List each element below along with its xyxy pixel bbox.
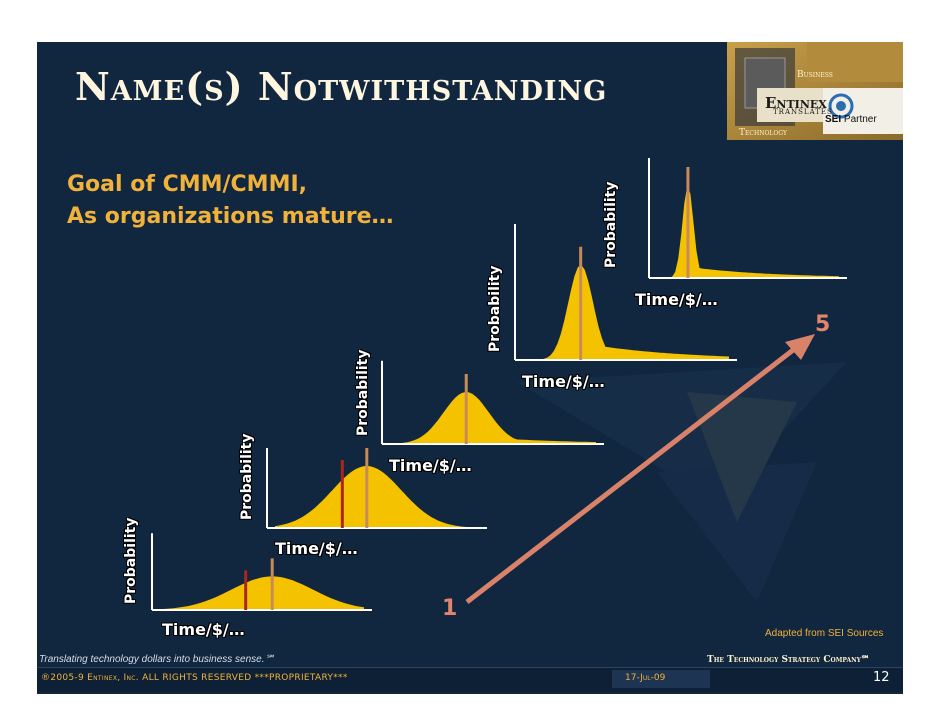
- maturity-arrow: [465, 345, 799, 604]
- distribution-curve-4: [523, 264, 729, 360]
- goal-line-1: Goal of CMM/CMMI,: [67, 172, 308, 197]
- footer-date: 17-Jul-09: [625, 673, 666, 683]
- goal-line-2: As organizations mature…: [67, 204, 394, 229]
- x-axis-label-4: Time/$/…: [522, 372, 605, 391]
- slide: Name(s) Notwithstanding Business Technol…: [37, 42, 903, 694]
- entinex-logo: Entinex: [765, 94, 827, 112]
- sei-partner-logo: SEI Partner: [825, 114, 877, 125]
- source-credit: Adapted from SEI Sources: [765, 628, 884, 639]
- sei-logo-rest: Partner: [841, 114, 877, 125]
- distribution-curve-5: [657, 185, 839, 278]
- sei-logo-bold: SEI: [825, 114, 842, 125]
- footer-company: The Technology Strategy Company℠: [707, 655, 871, 665]
- y-axis-label-1: Probability: [123, 517, 139, 605]
- footer-tagline: Translating technology dollars into busi…: [39, 654, 275, 665]
- x-axis-label-2: Time/$/…: [275, 539, 358, 558]
- y-axis-label-5: Probability: [603, 181, 619, 269]
- footer-date-box: [612, 670, 710, 688]
- page-title: Name(s) Notwithstanding: [75, 64, 608, 109]
- x-axis-label-3: Time/$/…: [389, 456, 472, 475]
- maturity-level-start: 1: [442, 596, 458, 621]
- distribution-curve-3: [390, 392, 596, 444]
- y-axis-label-4: Probability: [487, 265, 503, 353]
- x-axis-label-5: Time/$/…: [635, 290, 718, 309]
- footer-bar: [37, 667, 903, 692]
- maturity-arrow-head: [785, 334, 815, 360]
- header-business-label: Business: [797, 70, 833, 80]
- distribution-curve-2: [275, 466, 479, 528]
- entinex-translates-label: TRANSLATES: [773, 108, 833, 116]
- footer-copyright: ®2005-9 Entinex, Inc. ALL RIGHTS RESERVE…: [41, 673, 348, 683]
- y-axis-label-2: Probability: [239, 433, 255, 521]
- distribution-curve-1: [160, 576, 364, 610]
- header-montage: [727, 42, 903, 140]
- watermark-shape: [517, 362, 847, 602]
- page-number: 12: [873, 670, 890, 685]
- x-axis-label-1: Time/$/…: [162, 620, 245, 639]
- maturity-level-end: 5: [815, 312, 831, 337]
- y-axis-label-3: Probability: [355, 349, 371, 437]
- maturity-curves-diagram: [151, 158, 847, 611]
- slide-background: [517, 42, 903, 602]
- header-technology-label: Technology: [739, 128, 787, 138]
